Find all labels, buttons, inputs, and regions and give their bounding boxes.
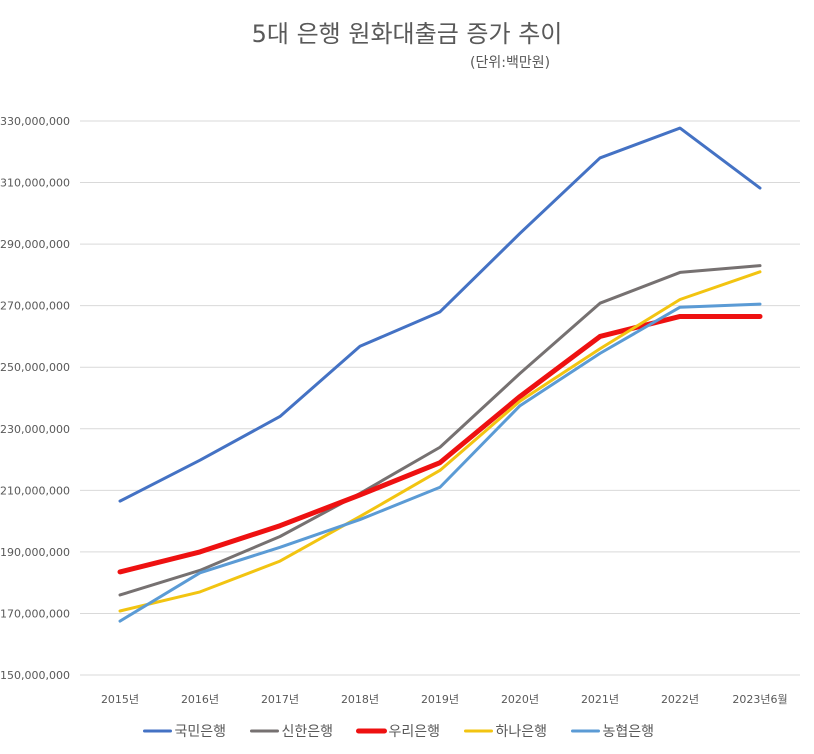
x-tick-label: 2015년 — [101, 693, 139, 706]
series-line-1 — [118, 126, 762, 503]
y-tick-label: 210,000,000 — [0, 484, 70, 497]
series-line-5 — [118, 302, 762, 623]
legend: 국민은행 신한은행 우리은행 하나은행 농협은행 — [143, 724, 655, 740]
x-tick-label: 2021년 — [581, 693, 619, 706]
y-tick-label: 190,000,000 — [0, 546, 70, 559]
y-tick-label: 270,000,000 — [0, 300, 70, 313]
y-tick-label: 150,000,000 — [0, 669, 70, 682]
x-tick-label: 2023년6월 — [732, 693, 787, 706]
y-tick-label: 310,000,000 — [0, 177, 70, 190]
chart-title: 5대 은행 원화대출금 증가 추이 — [251, 20, 563, 48]
y-axis: 150,000,000 170,000,000 190,000,000 210,000… — [0, 115, 70, 682]
series-lines — [117, 126, 763, 623]
legend-label: 농협은행 — [603, 724, 655, 740]
series-line-2 — [118, 264, 762, 597]
x-tick-label: 2016년 — [181, 693, 219, 706]
y-tick-label: 230,000,000 — [0, 423, 70, 436]
x-tick-label: 2017년 — [261, 693, 299, 706]
x-tick-label: 2022년 — [661, 693, 699, 706]
gridlines — [80, 120, 800, 676]
legend-label: 하나은행 — [496, 724, 548, 740]
y-tick-label: 330,000,000 — [0, 115, 70, 128]
series-line-3 — [117, 313, 763, 575]
x-tick-label: 2020년 — [501, 693, 539, 706]
legend-label: 우리은행 — [389, 724, 441, 740]
y-tick-label: 250,000,000 — [0, 361, 70, 374]
series-line-4 — [118, 270, 762, 613]
x-axis: 2015년 2016년 2017년 2018년 2019년 2020년 2021년 2022년… — [101, 693, 788, 706]
y-tick-label: 290,000,000 — [0, 238, 70, 251]
legend-label: 신한은행 — [282, 724, 334, 740]
x-tick-label: 2018년 — [341, 693, 379, 706]
unit-label: (단위:백만원) — [470, 55, 551, 71]
legend-label: 국민은행 — [175, 724, 227, 740]
x-tick-label: 2019년 — [421, 693, 459, 706]
y-tick-label: 170,000,000 — [0, 607, 70, 620]
